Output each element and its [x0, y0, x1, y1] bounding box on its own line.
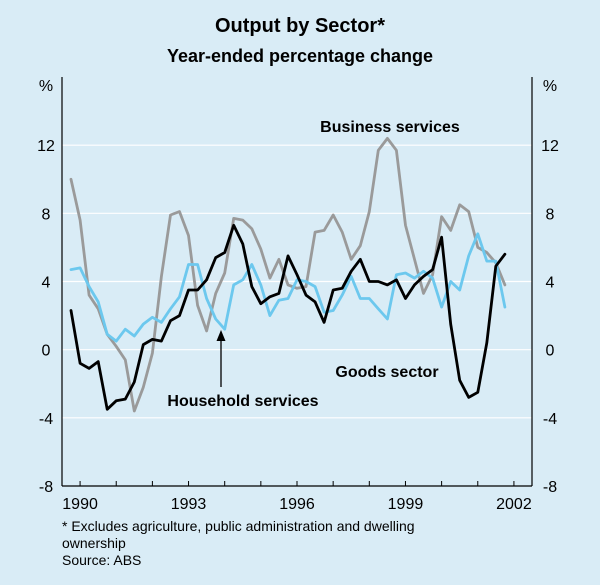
- series-line-business-services: [69, 136, 507, 413]
- tick-labels: -8 -8 -4 -4 0 0 4 4 8 8 12 12 1990 1993 1996 1999 2002: [37, 138, 559, 513]
- x-tick-label: 1996: [279, 496, 315, 513]
- annotation-household-services: Household services: [167, 393, 318, 410]
- y-tick-label-left: 4: [42, 275, 51, 292]
- y-tick-label-right: 12: [541, 138, 559, 155]
- y-tick-label-right: 0: [546, 343, 555, 360]
- x-tick-label: 1999: [388, 496, 424, 513]
- y-tick-label-left: 8: [42, 206, 51, 223]
- chart-subtitle: Year-ended percentage change: [167, 46, 433, 66]
- y-tick-label-left: -8: [39, 479, 53, 496]
- y-tick-label-right: -4: [543, 411, 557, 428]
- y-tick-label-left: 0: [42, 343, 51, 360]
- source-note: Source: ABS: [62, 552, 142, 568]
- chart-title: Output by Sector*: [215, 15, 385, 37]
- footnote: * Excludes agriculture, public administr…: [62, 518, 415, 551]
- x-tick-label: 2002: [496, 496, 532, 513]
- x-tick-label: 1993: [171, 496, 207, 513]
- series-line-goods-sector: [69, 223, 507, 411]
- annotation-goods-sector: Goods sector: [335, 364, 438, 381]
- y-tick-label-right: 4: [546, 275, 555, 292]
- series-lines: [69, 136, 507, 413]
- annotation-business-services: Business services: [320, 119, 460, 136]
- y-tick-label-left: 12: [37, 138, 55, 155]
- y-axis-unit-right: %: [543, 78, 557, 95]
- y-tick-label-right: 8: [546, 206, 555, 223]
- axes: [61, 77, 533, 487]
- series-line-household-services: [69, 232, 507, 343]
- y-tick-label-right: -8: [543, 479, 557, 496]
- x-tick-label: 1990: [62, 496, 98, 513]
- y-tick-label-left: -4: [39, 411, 53, 428]
- annotation-arrow: [216, 330, 226, 387]
- y-axis-unit-left: %: [39, 78, 53, 95]
